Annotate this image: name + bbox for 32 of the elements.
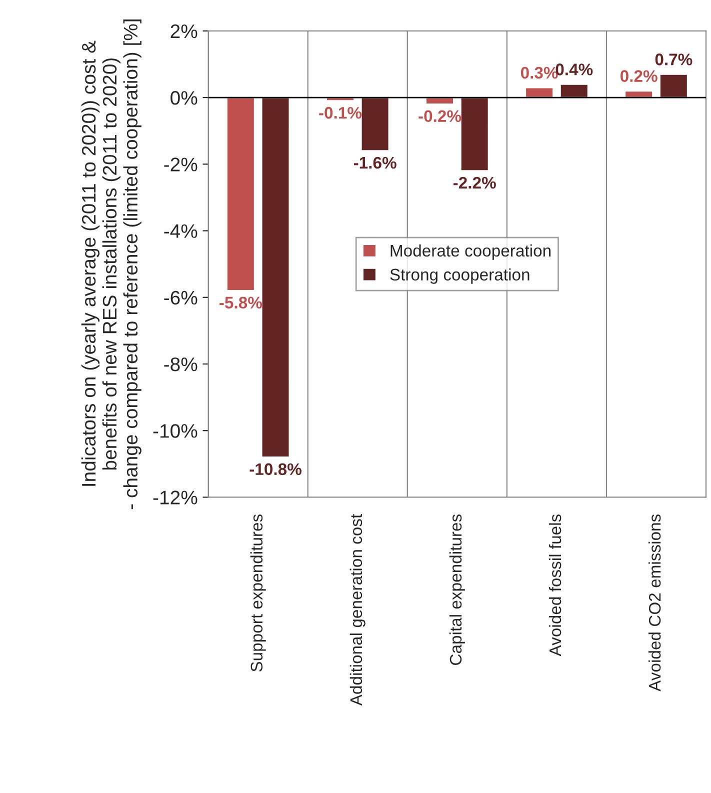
data-label: -0.1% [319, 106, 362, 119]
data-label: 0.2% [620, 70, 658, 82]
y-tick-label: -6% [164, 290, 198, 305]
y-tick-label: -8% [164, 357, 198, 372]
y-axis-title: Indicators on (yearly average (2011 to 2020)) cost & benefits of new RES installations (2011 to 2020) - change compared to reference (limited cooperation) [%] [81, 20, 142, 510]
data-label: -1.6% [354, 156, 396, 169]
bar [226, 96, 256, 292]
y-tick-label: -10% [153, 424, 198, 438]
data-label: -10.8% [250, 463, 302, 476]
x-tick-label: Additional generation cost [350, 514, 366, 706]
x-tick-label: Support expenditures [250, 514, 266, 672]
y-tick-label: -4% [164, 224, 198, 238]
bar [360, 96, 390, 152]
bar [560, 84, 589, 98]
y-tick-label: -12% [153, 490, 198, 504]
legend-label: Moderate cooperation [390, 244, 551, 260]
x-tick-label: Capital expenditures [449, 514, 465, 665]
legend-label: Strong cooperation [390, 268, 530, 284]
bar [460, 96, 490, 172]
bar [260, 96, 290, 458]
x-tick-label: Avoided CO2 emissions [648, 514, 661, 692]
data-label: -2.2% [453, 176, 496, 189]
data-label: -0.2% [418, 110, 462, 122]
y-tick-label: -2% [164, 158, 198, 172]
data-label: 0.3% [520, 66, 558, 79]
x-tick-label: Avoided fossil fuels [548, 514, 562, 656]
data-label: 0.7% [655, 54, 692, 66]
bar [659, 74, 688, 98]
data-label: 0.4% [556, 64, 593, 76]
y-tick-label: 0% [170, 91, 198, 105]
y-tick-label: 2% [170, 24, 198, 38]
data-label: -5.8% [220, 296, 262, 309]
